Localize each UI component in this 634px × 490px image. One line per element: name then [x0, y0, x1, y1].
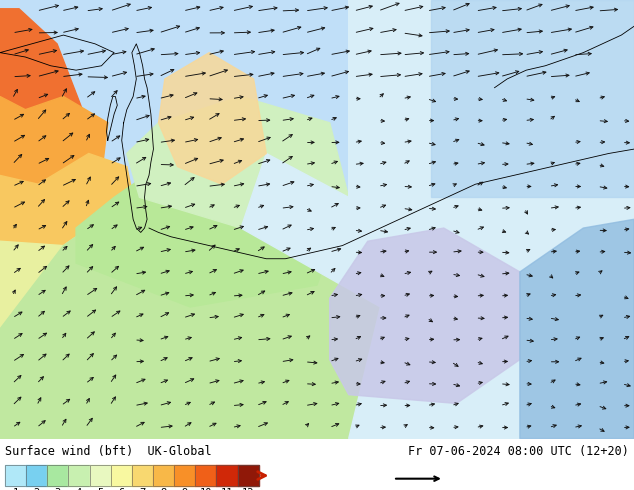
- Text: 12: 12: [242, 488, 254, 490]
- Bar: [48, 466, 68, 486]
- Bar: [111, 466, 132, 486]
- Polygon shape: [0, 211, 241, 351]
- Polygon shape: [520, 220, 634, 439]
- Bar: [68, 466, 89, 486]
- Text: 1: 1: [13, 488, 19, 490]
- Text: 3: 3: [55, 488, 61, 490]
- Bar: [153, 466, 174, 486]
- Text: 7: 7: [139, 488, 146, 490]
- Text: 4: 4: [76, 488, 82, 490]
- Text: 8: 8: [160, 488, 167, 490]
- Bar: [174, 466, 195, 486]
- Bar: [111, 466, 132, 486]
- Polygon shape: [0, 211, 380, 439]
- Bar: [5, 466, 26, 486]
- Text: 10: 10: [200, 488, 212, 490]
- Text: Surface wind (bft)  UK-Global: Surface wind (bft) UK-Global: [5, 445, 212, 458]
- Bar: [238, 466, 259, 486]
- Polygon shape: [127, 97, 349, 228]
- Text: 9: 9: [181, 488, 188, 490]
- Bar: [195, 466, 216, 486]
- Bar: [132, 466, 153, 486]
- Bar: [216, 466, 238, 486]
- Bar: [48, 466, 68, 486]
- Text: 5: 5: [97, 488, 103, 490]
- Text: 11: 11: [221, 488, 233, 490]
- Bar: [26, 466, 48, 486]
- Text: 6: 6: [118, 488, 124, 490]
- Bar: [89, 466, 111, 486]
- Polygon shape: [431, 0, 634, 197]
- Bar: [89, 466, 111, 486]
- Text: 2: 2: [34, 488, 40, 490]
- Bar: [68, 466, 89, 486]
- Polygon shape: [330, 228, 520, 403]
- Bar: [5, 466, 26, 486]
- Bar: [238, 466, 259, 486]
- Bar: [132, 466, 153, 486]
- Bar: [174, 466, 195, 486]
- Bar: [153, 466, 174, 486]
- Polygon shape: [0, 97, 108, 197]
- Bar: [216, 466, 238, 486]
- Polygon shape: [76, 153, 349, 307]
- Polygon shape: [0, 9, 82, 140]
- Polygon shape: [158, 52, 266, 184]
- Text: Fr 07-06-2024 08:00 UTC (12+20): Fr 07-06-2024 08:00 UTC (12+20): [408, 445, 629, 458]
- Bar: [195, 466, 216, 486]
- Polygon shape: [241, 0, 634, 439]
- Polygon shape: [0, 153, 139, 263]
- Bar: [26, 466, 48, 486]
